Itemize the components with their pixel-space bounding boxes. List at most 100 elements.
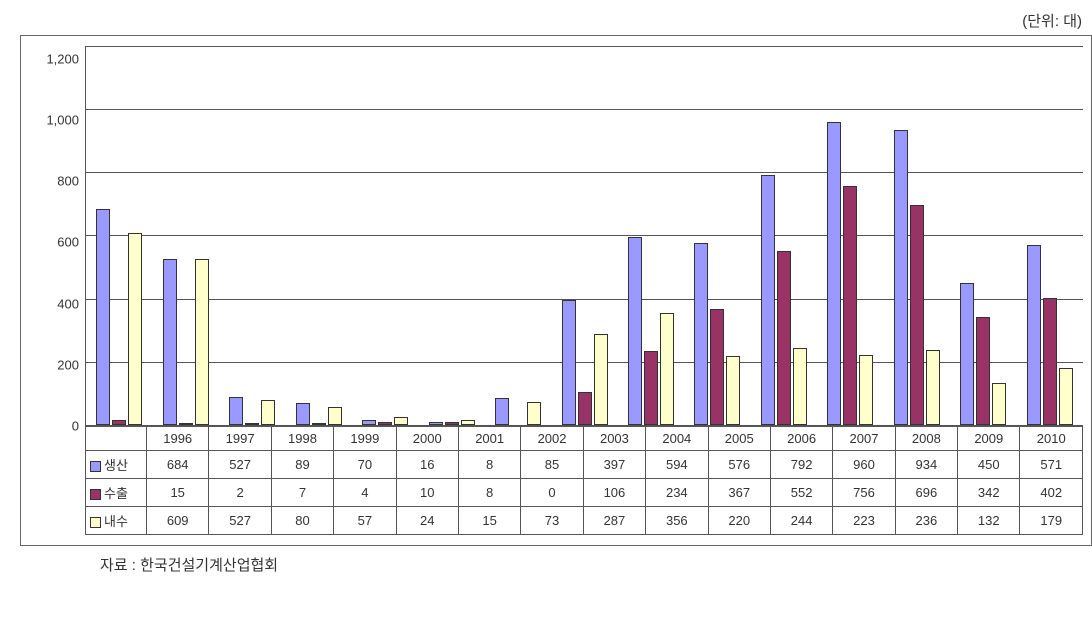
- table-cell: 367: [708, 479, 770, 507]
- year-slot: [950, 46, 1016, 425]
- y-tick: 600: [57, 236, 79, 249]
- data-table: 1996199719981999200020012002200320042005…: [85, 426, 1083, 535]
- bars-layer: [86, 46, 1083, 425]
- plot: [85, 46, 1083, 426]
- table-header-cell: 2010: [1020, 427, 1083, 451]
- source-label: 자료 : 한국건설기계산업협회: [10, 554, 1092, 575]
- bar-production: [495, 398, 509, 425]
- series-label-production: 생산: [86, 451, 147, 479]
- legend-swatch-production: [90, 461, 101, 472]
- table-cell: 594: [646, 451, 708, 479]
- bar-export: [910, 205, 924, 425]
- chart-container: 1,2001,0008006004002000 1996199719981999…: [20, 35, 1092, 546]
- table-cell: 571: [1020, 451, 1083, 479]
- table-header-cell: 2004: [646, 427, 708, 451]
- y-tick: 200: [57, 358, 79, 371]
- bar-domestic: [195, 259, 209, 425]
- bar-production: [296, 403, 310, 425]
- table-cell: 342: [958, 479, 1020, 507]
- bar-domestic: [527, 402, 541, 425]
- table-cell: 696: [895, 479, 957, 507]
- table-cell: 356: [646, 507, 708, 535]
- year-slot: [86, 46, 152, 425]
- bar-production: [429, 422, 443, 425]
- bar-production: [628, 237, 642, 425]
- legend-swatch-domestic: [90, 517, 101, 528]
- table-cell: 132: [958, 507, 1020, 535]
- y-axis: 1,2001,0008006004002000: [29, 46, 85, 426]
- table-cell: 73: [521, 507, 583, 535]
- year-slot: [418, 46, 484, 425]
- table-cell: 15: [458, 507, 520, 535]
- table-header-cell: 2000: [396, 427, 458, 451]
- table-cell: 89: [271, 451, 333, 479]
- bar-domestic: [1059, 368, 1073, 425]
- table-header-cell: 1998: [271, 427, 333, 451]
- bar-export: [1043, 298, 1057, 425]
- bar-export: [710, 309, 724, 425]
- table-cell: 16: [396, 451, 458, 479]
- bar-production: [960, 283, 974, 425]
- table-cell: 8: [458, 479, 520, 507]
- table-cell: 7: [271, 479, 333, 507]
- table-cell: 450: [958, 451, 1020, 479]
- bar-domestic: [726, 356, 740, 425]
- table-cell: 527: [209, 507, 271, 535]
- bar-export: [578, 392, 592, 425]
- legend-swatch-export: [90, 489, 101, 500]
- table-cell: 179: [1020, 507, 1083, 535]
- table-cell: 576: [708, 451, 770, 479]
- bar-domestic: [793, 348, 807, 425]
- table-cell: 234: [646, 479, 708, 507]
- table-cell: 223: [833, 507, 895, 535]
- bar-export: [112, 420, 126, 425]
- y-tick: 1,000: [46, 114, 79, 127]
- table-cell: 527: [209, 451, 271, 479]
- bar-production: [1027, 245, 1041, 425]
- year-slot: [618, 46, 684, 425]
- bar-domestic: [394, 417, 408, 425]
- year-slot: [152, 46, 218, 425]
- year-slot: [219, 46, 285, 425]
- series-label-text: 내수: [104, 514, 128, 529]
- bar-domestic: [261, 400, 275, 425]
- y-tick: 1,200: [46, 53, 79, 66]
- bar-domestic: [992, 383, 1006, 425]
- table-cell: 792: [770, 451, 832, 479]
- bar-export: [245, 423, 259, 425]
- bar-production: [562, 300, 576, 425]
- table-cell: 15: [147, 479, 209, 507]
- year-slot: [684, 46, 750, 425]
- bar-export: [179, 423, 193, 425]
- bar-domestic: [594, 334, 608, 425]
- table-cell: 552: [770, 479, 832, 507]
- series-label-text: 생산: [104, 458, 128, 473]
- bar-production: [894, 130, 908, 425]
- table-row: 1996199719981999200020012002200320042005…: [86, 427, 1083, 451]
- table-cell: 960: [833, 451, 895, 479]
- bar-production: [362, 420, 376, 425]
- table-header-cell: 2005: [708, 427, 770, 451]
- table-cell: 10: [396, 479, 458, 507]
- year-slot: [285, 46, 351, 425]
- year-slot: [884, 46, 950, 425]
- bar-domestic: [128, 233, 142, 425]
- table-cell: 609: [147, 507, 209, 535]
- bar-production: [96, 209, 110, 425]
- table-cell: 934: [895, 451, 957, 479]
- table-cell: 70: [334, 451, 396, 479]
- table-header-cell: 2008: [895, 427, 957, 451]
- table-corner: [86, 427, 147, 451]
- bar-domestic: [660, 313, 674, 425]
- table-cell: 756: [833, 479, 895, 507]
- bar-export: [378, 422, 392, 425]
- table-cell: 397: [583, 451, 645, 479]
- y-tick: 0: [72, 419, 79, 432]
- table-cell: 236: [895, 507, 957, 535]
- table-row: 생산68452789701688539759457679296093445057…: [86, 451, 1083, 479]
- year-slot: [1017, 46, 1083, 425]
- bar-domestic: [328, 407, 342, 425]
- bar-production: [229, 397, 243, 425]
- series-label-text: 수출: [104, 486, 128, 501]
- bar-export: [976, 317, 990, 425]
